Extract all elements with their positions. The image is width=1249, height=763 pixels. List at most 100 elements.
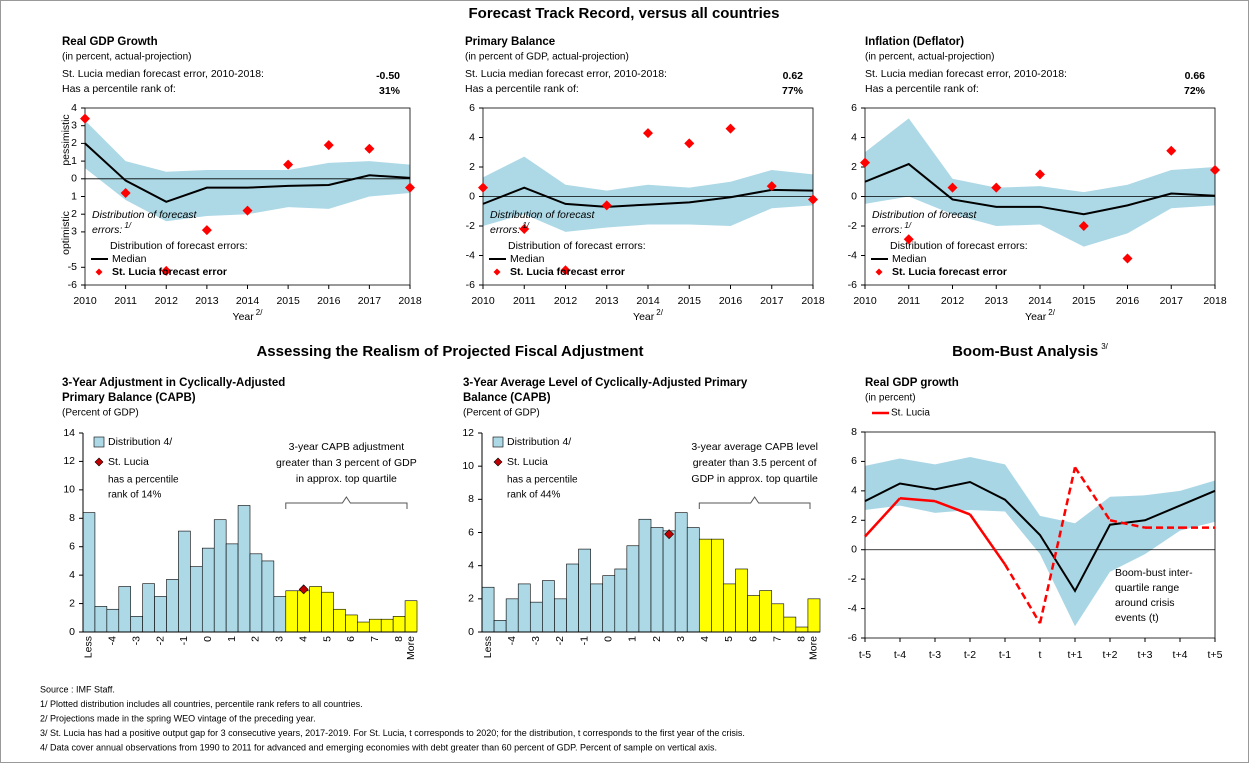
annotation-text: errors: [490,224,520,236]
bar [674,512,688,633]
error-marker [684,138,695,149]
x-axis-label-text: Year [233,311,255,323]
bar [154,596,167,633]
superscript: 1/ [522,221,529,230]
legend-title: Distribution of forecast errors: [110,240,248,252]
x-tick-label: 2 [250,636,262,642]
x-tick-label: -1 [578,636,590,645]
x-tick-label: 7 [369,636,381,642]
y-tick-label: 4 [69,569,75,581]
bar [297,590,310,633]
legend-note: has a percentile [507,475,578,486]
bar [795,626,809,633]
error-marker [1035,169,1045,180]
chart-subtitle: (in percent, actual-projection) [865,52,995,63]
bar [130,616,143,633]
x-tick-label: -4 [107,636,119,645]
bar [118,586,132,633]
bar [166,579,179,633]
bar [309,586,322,633]
line [482,186,814,208]
x-tick-label: 8 [796,636,808,642]
y-tick-label: 14 [63,427,75,439]
annotation-text: errors: [92,224,122,236]
bar [783,616,797,633]
bar [368,618,382,633]
legend-marker [493,268,501,276]
bar [249,553,263,633]
line [864,480,1216,593]
y-tick-label: -6 [466,279,475,291]
x-tick-label: 2017 [760,295,784,307]
error-marker [903,234,914,245]
error-marker [364,143,375,154]
x-tick-label: 2014 [1028,295,1052,307]
legend-note: rank of 14% [108,490,161,501]
x-axis-label: Year 2/ [633,308,664,323]
x-tick-label: 4 [297,636,309,642]
y-tick-label: 4 [71,102,77,114]
x-tick-label: -3 [130,636,142,645]
x-tick-label: t+5 [1208,649,1223,661]
error-marker [808,194,818,205]
x-axis-label-text: Year [633,311,655,323]
error-marker [120,187,131,198]
x-tick-label: 2016 [317,295,341,307]
bar [493,620,507,633]
x-tick-label: t-2 [964,649,976,661]
stat-label: Has a percentile rank of: [865,83,979,95]
y-tick-label: 4 [468,559,474,571]
st-lucia-marker [664,529,675,540]
line-segment [899,496,936,503]
x-tick-label: 2015 [678,295,702,307]
y-tick-label: 6 [468,526,474,538]
y-tick-label: 2 [851,514,857,526]
legend-label: Distribution 4/ [507,436,571,448]
x-tick-label: 2010 [73,295,97,307]
y-tick-label: 4 [851,131,857,143]
band-area [865,457,1215,627]
bar [481,586,495,633]
x-tick-label: 2010 [853,295,877,307]
x-tick-label: 2012 [941,295,965,307]
line-segment [968,513,1007,566]
x-tick-label: 6 [345,636,357,642]
x-tick-label: 2013 [195,295,219,307]
x-tick-label: 7 [772,636,784,642]
superscript: 2/ [256,308,263,317]
bar [759,590,773,633]
bar [771,603,785,633]
annotation: errors: 1/ [92,221,132,236]
error-marker [1210,164,1220,175]
annotation: Distribution of forecast [490,209,596,221]
stat-value: 0.62 [783,70,804,82]
bar [285,590,299,633]
bar [662,530,676,633]
error-marker [643,128,653,139]
legend-title: Distribution of forecast errors: [890,240,1028,252]
annotation-text: errors: [872,224,902,236]
y-tick-label: 1 [71,155,77,167]
band-area [865,118,1215,247]
bracket-text: GDP in approx. top quartile [691,473,818,485]
bracket-text: greater than 3.5 percent of [693,457,817,469]
superscript: 2/ [1048,308,1055,317]
x-tick-label: 2013 [595,295,619,307]
legend-label: Median [112,253,147,265]
line-segment [864,497,901,538]
legend-marker [493,457,503,467]
x-tick-label: 2013 [985,295,1009,307]
error-marker [860,157,870,168]
bracket-text: 3-year CAPB adjustment [289,441,405,453]
bar [698,538,712,633]
error-marker [1166,145,1177,156]
legend-note: has a percentile [108,475,179,486]
y-tick-label: 2 [468,593,474,605]
chart-title: Primary Balance (CAPB) [62,392,196,404]
stat-value: 77% [782,85,804,97]
x-tick-label: 0 [202,636,214,642]
bar [602,575,616,633]
error-marker [1078,221,1089,231]
legend-label: Median [510,253,545,265]
bar [711,538,724,633]
